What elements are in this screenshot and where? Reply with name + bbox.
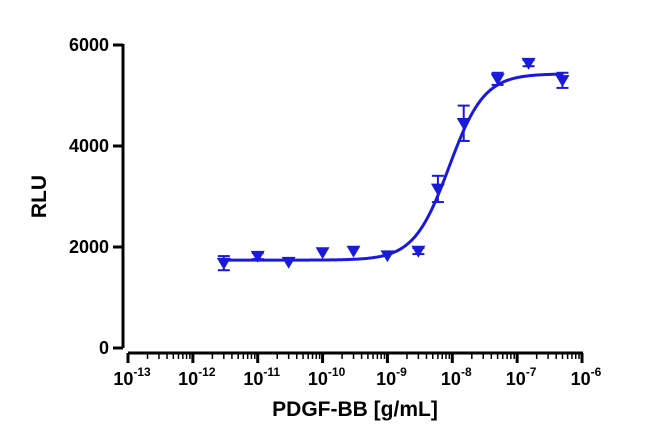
data-point — [490, 71, 505, 86]
x-tick-label: 10-10 — [308, 365, 346, 389]
x-tick-label: 10-9 — [376, 365, 407, 389]
x-tick-base: 10 — [571, 369, 591, 389]
x-tick-label: 10-11 — [243, 365, 280, 389]
fit-curve-layer — [223, 72, 563, 262]
data-point — [456, 104, 471, 142]
data-point — [380, 250, 395, 263]
triangle-down-marker — [380, 250, 395, 263]
x-tick-base: 10 — [178, 369, 198, 389]
data-point — [555, 71, 570, 89]
triangle-down-marker — [430, 183, 445, 196]
x-tick-base: 10 — [308, 369, 328, 389]
x-tick-label: 10-8 — [441, 365, 472, 389]
fit-curve-line — [223, 72, 563, 262]
y-axis-ticks: 0 2000 4000 6000 — [69, 35, 123, 358]
x-tick-exponent: -10 — [328, 365, 346, 379]
triangle-down-marker — [411, 245, 426, 258]
triangle-down-marker — [490, 73, 505, 86]
triangle-down-marker — [281, 256, 296, 269]
y-tick-label: 4000 — [69, 136, 109, 156]
x-tick-label: 10-7 — [506, 365, 537, 389]
x-tick-exponent: -9 — [396, 365, 407, 379]
x-tick-exponent: -7 — [526, 365, 537, 379]
triangle-down-marker — [315, 247, 330, 260]
triangle-down-marker — [555, 75, 570, 87]
triangle-down-marker — [456, 118, 471, 130]
triangle-down-marker — [346, 245, 361, 258]
data-point — [430, 174, 445, 204]
triangle-down-marker — [250, 250, 265, 263]
y-tick-label: 2000 — [69, 237, 109, 257]
x-tick-exponent: -8 — [461, 365, 472, 379]
data-point — [281, 256, 296, 269]
x-tick-base: 10 — [376, 369, 396, 389]
x-axis-title: PDGF-BB [g/mL] — [272, 398, 438, 421]
data-points-layer — [216, 57, 570, 272]
x-tick-base: 10 — [243, 369, 263, 389]
data-point — [250, 250, 265, 263]
data-point — [521, 57, 536, 70]
data-point — [315, 247, 330, 260]
x-tick-label: 10-13 — [113, 365, 151, 389]
y-tick-label: 0 — [99, 338, 109, 358]
x-tick-base: 10 — [506, 369, 526, 389]
data-point — [411, 245, 426, 258]
data-point — [346, 245, 361, 258]
x-tick-base: 10 — [441, 369, 461, 389]
y-tick-label: 6000 — [69, 35, 109, 55]
data-point — [216, 255, 231, 272]
x-tick-exponent: -11 — [263, 365, 280, 379]
x-tick-label: 10-6 — [571, 365, 602, 389]
x-tick-exponent: -13 — [133, 365, 151, 379]
triangle-down-marker — [216, 257, 231, 270]
x-axis-ticks: 10-13 10-12 10-11 10-10 10-9 10-8 10-7 10-6 — [113, 353, 602, 389]
y-axis-title: RLU — [28, 175, 51, 218]
x-tick-exponent: -12 — [198, 365, 216, 379]
x-tick-base: 10 — [113, 369, 133, 389]
triangle-down-marker — [521, 57, 536, 70]
x-tick-label: 10-12 — [178, 365, 216, 389]
x-tick-exponent: -6 — [591, 365, 602, 379]
